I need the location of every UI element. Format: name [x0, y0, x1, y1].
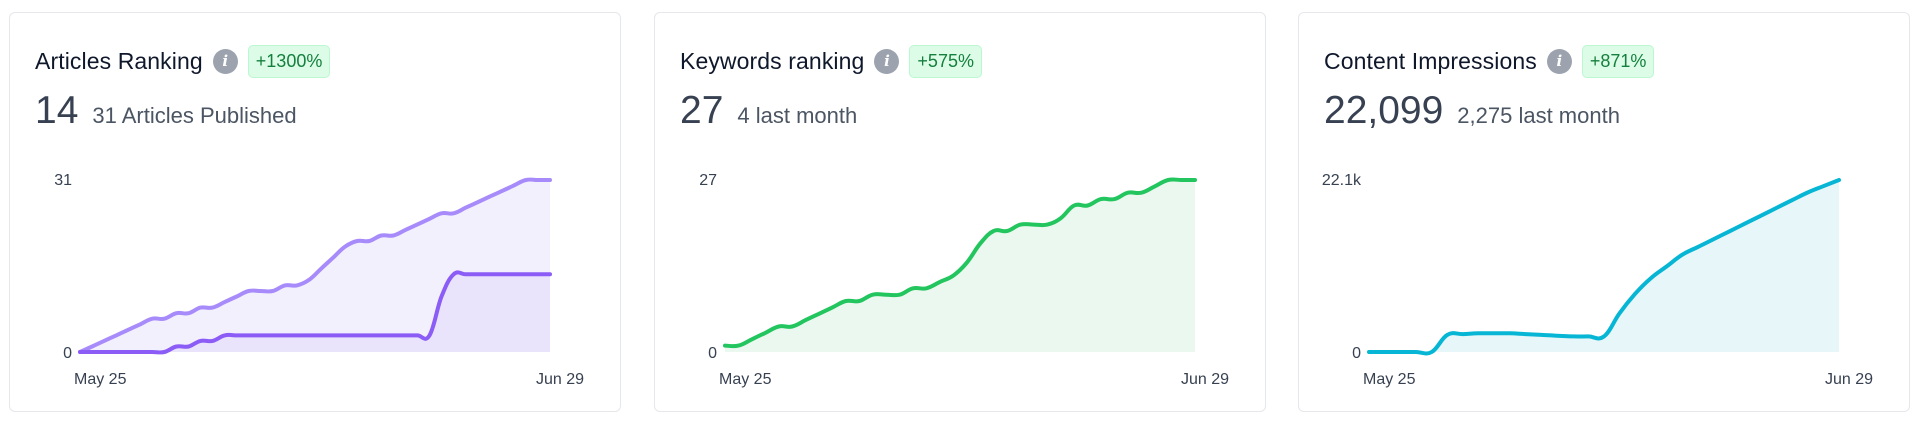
- series-0-line: [1367, 178, 1841, 356]
- card-header: Articles Ranking i +1300%: [35, 43, 331, 79]
- metric-value: 22,099: [1324, 89, 1444, 132]
- card-articles-ranking: Articles Ranking i +1300% 14 31 Articles…: [9, 12, 621, 412]
- metric-row: 27 4 last month: [680, 89, 857, 133]
- x-tick-label-end: Jun 29: [536, 371, 584, 388]
- metric-value: 14: [35, 89, 79, 132]
- percent-change-badge: +575%: [909, 44, 982, 78]
- x-tick-label-start: May 25: [1363, 371, 1416, 388]
- series-1-line: [78, 270, 552, 355]
- series-0-line: [78, 177, 552, 354]
- percent-change-badge: +871%: [1581, 44, 1655, 78]
- y-tick-label-top: 31: [54, 172, 72, 189]
- metric-subtext: 2,275 last month: [1457, 103, 1620, 128]
- percent-change-badge: +1300%: [247, 44, 331, 78]
- x-tick-label-end: Jun 29: [1181, 371, 1229, 388]
- y-tick-label-bottom: 0: [63, 345, 72, 362]
- card-header: Keywords ranking i +575%: [680, 43, 982, 79]
- y-tick-label-top: 22.1k: [1322, 172, 1362, 189]
- metric-row: 14 31 Articles Published: [35, 89, 297, 133]
- x-tick-label-end: Jun 29: [1825, 371, 1873, 388]
- metric-row: 22,099 2,275 last month: [1324, 89, 1620, 133]
- metric-value: 27: [680, 89, 724, 132]
- card-header: Content Impressions i +871%: [1324, 43, 1655, 79]
- card-title: Keywords ranking: [680, 47, 865, 74]
- x-tick-label-start: May 25: [74, 371, 127, 388]
- y-tick-label-top: 27: [699, 172, 717, 189]
- y-tick-label-bottom: 0: [708, 345, 717, 362]
- x-tick-label-start: May 25: [719, 371, 772, 388]
- series-0-area: [725, 179, 1195, 352]
- card-title: Articles Ranking: [35, 47, 203, 74]
- series-0-area: [1369, 180, 1839, 354]
- metric-subtext: 31 Articles Published: [92, 103, 297, 128]
- card-title: Content Impressions: [1324, 47, 1537, 74]
- info-icon[interactable]: i: [1546, 48, 1572, 74]
- card-content-impressions: Content Impressions i +871% 22,099 2,275…: [1298, 12, 1910, 412]
- info-icon[interactable]: i: [874, 48, 900, 74]
- info-icon[interactable]: i: [212, 48, 238, 74]
- card-keywords-ranking: Keywords ranking i +575% 27 4 last month…: [654, 12, 1266, 412]
- series-0-line: [723, 177, 1197, 349]
- metric-subtext: 4 last month: [737, 103, 858, 128]
- y-tick-label-bottom: 0: [1352, 345, 1361, 362]
